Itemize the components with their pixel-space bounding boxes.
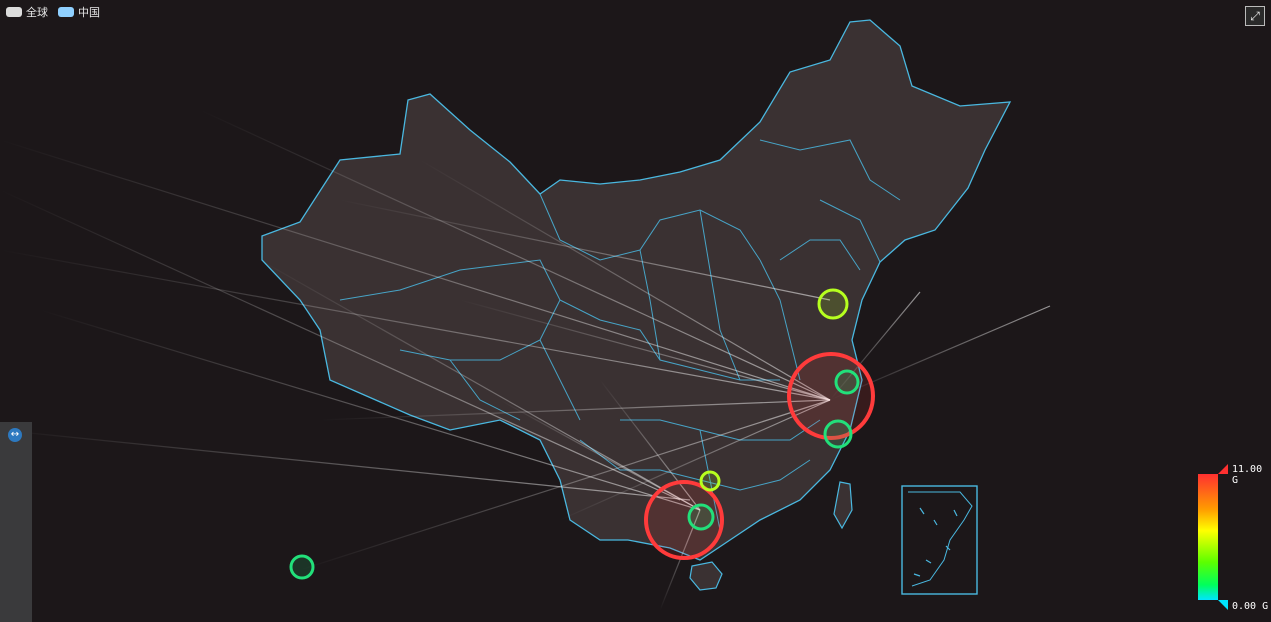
scale-min-label: 0.00 G [1232, 601, 1269, 612]
scale-max-handle[interactable] [1218, 464, 1228, 474]
scale-max-label: 11.00 G [1232, 464, 1263, 486]
fullscreen-icon: ⤢ [1250, 9, 1260, 23]
sidebar-toggle-icon: ↔ [10, 429, 20, 440]
legend: 全球 中国 [6, 4, 100, 20]
fullscreen-button[interactable]: ⤢ [1245, 6, 1265, 26]
legend-swatch-global [6, 7, 22, 17]
legend-label-china: 中国 [78, 6, 100, 19]
south-china-sea-inset [901, 485, 978, 595]
hotspot-south-node-b[interactable] [687, 503, 715, 531]
hotspot-east-node-a[interactable] [834, 369, 860, 395]
hotspot-south-node-a[interactable] [699, 470, 721, 492]
side-panel [0, 422, 32, 622]
legend-item-global[interactable]: 全球 [6, 4, 48, 20]
legend-swatch-china [58, 7, 74, 17]
traffic-flow-lines [0, 109, 1051, 611]
hotspot-sea-node[interactable] [289, 554, 315, 580]
legend-label-global: 全球 [26, 6, 48, 19]
china-outline [261, 19, 1012, 561]
province-boundaries [339, 139, 901, 531]
legend-item-china[interactable]: 中国 [58, 4, 100, 20]
taiwan-island [833, 481, 853, 530]
hotspot-east-hub[interactable] [787, 352, 875, 440]
value-scale-bar [1198, 474, 1218, 600]
hotspot-east-node-b[interactable] [823, 419, 853, 449]
hotspot-layer [289, 288, 875, 580]
hainan-island [689, 561, 723, 591]
hotspot-south-hub[interactable] [644, 480, 724, 560]
scale-min-handle[interactable] [1218, 600, 1228, 610]
sidebar-toggle-button[interactable]: ↔ [8, 428, 22, 442]
hotspot-north-node[interactable] [817, 288, 849, 320]
